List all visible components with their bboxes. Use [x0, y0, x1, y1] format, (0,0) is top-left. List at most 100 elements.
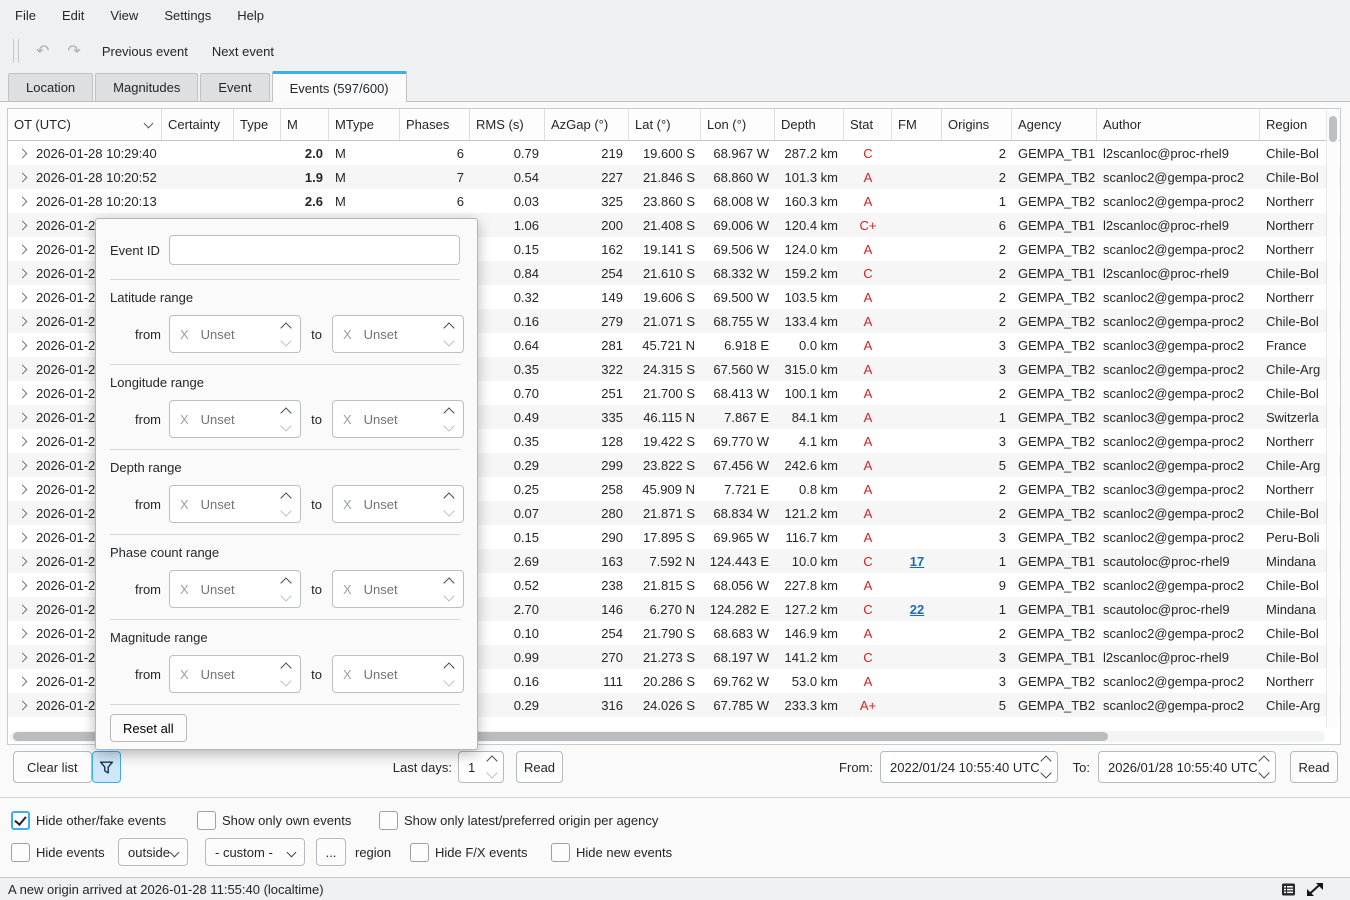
checkbox-icon[interactable]	[11, 842, 30, 862]
event-row[interactable]: 2026-01-2 0.15 162 19.141 S 69.506 W 124.0 km…	[8, 237, 1340, 261]
hide-new-events-checkbox[interactable]: Hide new events	[551, 842, 672, 862]
spin-up-icon[interactable]	[443, 406, 455, 419]
clear-value-icon[interactable]: X	[180, 326, 189, 342]
row-expander-icon[interactable]	[17, 412, 28, 422]
row-expander-icon[interactable]	[17, 556, 28, 566]
row-expander-icon[interactable]	[17, 220, 28, 230]
column-header-stat[interactable]: Stat	[844, 109, 892, 140]
region-more-button[interactable]: ...	[316, 838, 346, 866]
spin-up-icon[interactable]	[280, 491, 292, 504]
spin-up-icon[interactable]	[443, 576, 455, 589]
column-header-phases[interactable]: Phases	[400, 109, 470, 140]
spin-down-icon[interactable]	[1258, 767, 1270, 779]
row-expander-icon[interactable]	[17, 508, 28, 518]
menu-view[interactable]: View	[110, 8, 139, 23]
console-log-icon[interactable]	[1281, 882, 1296, 897]
row-expander-icon[interactable]	[17, 652, 28, 662]
event-row[interactable]: 2026-01-28 10:20:52 1.9 M 7 0.54 227 21.846 S 6…	[8, 165, 1340, 189]
clear-value-icon[interactable]: X	[343, 581, 352, 597]
event-row[interactable]: 2026-01-28 10:29:40 2.0 M 6 0.79 219 19.600 S 6…	[8, 141, 1340, 165]
menu-settings[interactable]: Settings	[164, 8, 212, 23]
show-only-latest-preferred-origin-per-agency-checkbox[interactable]: Show only latest/preferred origin per ag…	[379, 810, 658, 830]
clear-value-icon[interactable]: X	[343, 666, 352, 682]
row-expander-icon[interactable]	[17, 676, 28, 686]
redo-icon[interactable]: ↷	[67, 43, 81, 60]
event-row[interactable]: 2026-01-2 0.35 128 19.422 S 69.770 W 4.1 km A 3…	[8, 429, 1340, 453]
column-header-mtype[interactable]: MType	[329, 109, 400, 140]
column-header-azgap[interactable]: AzGap (°)	[545, 109, 629, 140]
column-header-type[interactable]: Type	[234, 109, 281, 140]
vertical-scrollbar-thumb[interactable]	[1329, 116, 1337, 142]
last-days-spinbox[interactable]: 1	[458, 751, 504, 783]
hide-other-fake-events-checkbox[interactable]: Hide other/fake events	[11, 810, 166, 830]
scope-combobox[interactable]: outside	[118, 838, 188, 866]
spin-up-icon[interactable]	[1258, 755, 1270, 767]
clear-value-icon[interactable]: X	[180, 411, 189, 427]
clear-value-icon[interactable]: X	[343, 496, 352, 512]
spin-up-icon[interactable]	[443, 661, 455, 674]
spin-up-icon[interactable]	[443, 491, 455, 504]
column-header-m[interactable]: M	[281, 109, 329, 140]
clear-value-icon[interactable]: X	[180, 581, 189, 597]
row-expander-icon[interactable]	[17, 316, 28, 326]
clear-value-icon[interactable]: X	[343, 326, 352, 342]
region-combobox[interactable]: - custom -	[205, 838, 305, 866]
event-row[interactable]: 2026-01-2 0.32 149 19.606 S 69.500 W 103.5 km…	[8, 285, 1340, 309]
spin-down-icon[interactable]	[280, 504, 292, 517]
column-header-lon[interactable]: Lon (°)	[701, 109, 775, 140]
event-row[interactable]: 2026-01-2 0.70 251 21.700 S 68.413 W 100.1 km…	[8, 381, 1340, 405]
checkbox-icon[interactable]	[551, 842, 570, 862]
magnitude-range-to-spinbox[interactable]: X Unset	[332, 655, 464, 693]
column-header-lat[interactable]: Lat (°)	[629, 109, 701, 140]
vertical-scrollbar[interactable]	[1326, 110, 1339, 728]
spin-down-icon[interactable]	[443, 589, 455, 602]
spin-down-icon[interactable]	[486, 767, 498, 779]
event-row[interactable]: 2026-01-2 0.15 290 17.895 S 69.965 W 116.7 km…	[8, 525, 1340, 549]
next-event-button[interactable]: Next event	[211, 43, 274, 59]
clear-value-icon[interactable]: X	[343, 411, 352, 427]
read-range-button[interactable]: Read	[1290, 751, 1338, 783]
event-row[interactable]: 2026-01-2 0.16 111 20.286 S 69.762 W 53.0 km A…	[8, 669, 1340, 693]
row-expander-icon[interactable]	[17, 340, 28, 350]
spin-down-icon[interactable]	[280, 334, 292, 347]
undo-icon[interactable]: ↶	[36, 43, 50, 60]
row-expander-icon[interactable]	[17, 436, 28, 446]
read-button[interactable]: Read	[516, 751, 563, 783]
spin-up-icon[interactable]	[280, 576, 292, 589]
cell-fm[interactable]: 22	[909, 601, 925, 617]
column-header-ot[interactable]: OT (UTC)	[8, 109, 162, 140]
column-header-fm[interactable]: FM	[892, 109, 942, 140]
row-expander-icon[interactable]	[17, 388, 28, 398]
row-expander-icon[interactable]	[17, 196, 28, 206]
column-header-rms[interactable]: RMS (s)	[470, 109, 545, 140]
row-expander-icon[interactable]	[17, 700, 28, 710]
longitude-range-from-spinbox[interactable]: X Unset	[169, 400, 301, 438]
toolbar-drag-handle[interactable]	[13, 39, 19, 63]
depth-range-from-spinbox[interactable]: X Unset	[169, 485, 301, 523]
horizontal-scrollbar-thumb[interactable]	[13, 732, 1108, 741]
depth-range-to-spinbox[interactable]: X Unset	[332, 485, 464, 523]
spin-down-icon[interactable]	[443, 504, 455, 517]
event-id-input[interactable]	[169, 235, 460, 265]
tab-event[interactable]: Event	[200, 73, 270, 101]
spin-up-icon[interactable]	[443, 321, 455, 334]
event-row[interactable]: 2026-01-2 0.52 238 21.815 S 68.056 W 227.8 km…	[8, 573, 1340, 597]
previous-event-button[interactable]: Previous event	[101, 43, 188, 59]
horizontal-scrollbar[interactable]	[10, 731, 1325, 742]
event-row[interactable]: 2026-01-2 0.25 258 45.909 N 7.721 E 0.8 km A 2 G…	[8, 477, 1340, 501]
latitude-range-from-spinbox[interactable]: X Unset	[169, 315, 301, 353]
hide-events-checkbox[interactable]: Hide events	[11, 842, 105, 862]
spin-down-icon[interactable]	[443, 334, 455, 347]
to-datetime-spinbox[interactable]: 2026/01/28 10:55:40 UTC	[1098, 751, 1276, 783]
hide-fx-events-checkbox[interactable]: Hide F/X events	[410, 842, 528, 862]
latitude-range-to-spinbox[interactable]: X Unset	[332, 315, 464, 353]
spin-down-icon[interactable]	[280, 674, 292, 687]
phase-count-range-from-spinbox[interactable]: X Unset	[169, 570, 301, 608]
menu-edit[interactable]: Edit	[61, 8, 85, 23]
spin-down-icon[interactable]	[280, 589, 292, 602]
row-expander-icon[interactable]	[17, 580, 28, 590]
reset-all-button[interactable]: Reset all	[110, 714, 187, 742]
spin-up-icon[interactable]	[280, 661, 292, 674]
spin-up-icon[interactable]	[1040, 755, 1052, 767]
spin-up-icon[interactable]	[280, 321, 292, 334]
